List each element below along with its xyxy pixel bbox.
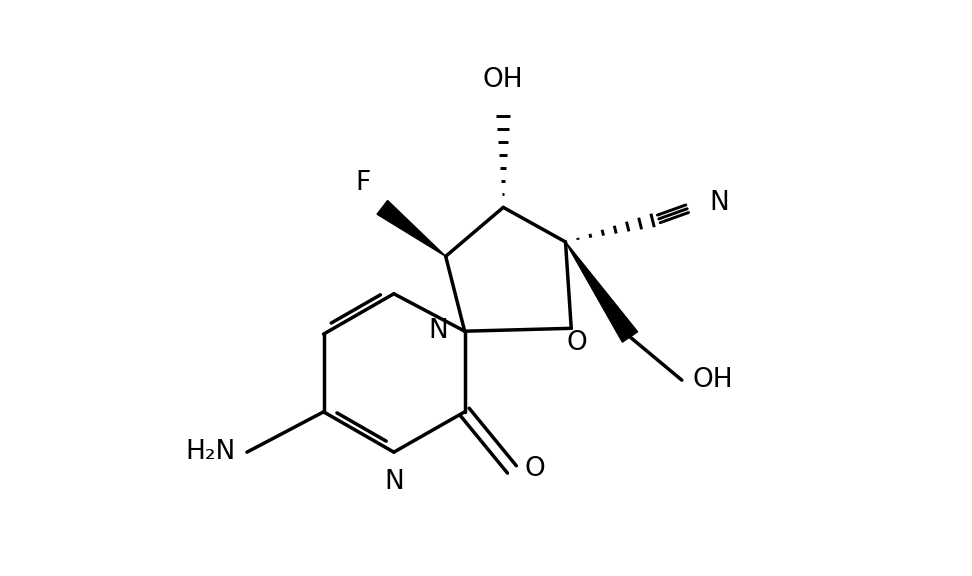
Text: OH: OH <box>692 367 733 393</box>
Text: O: O <box>525 456 545 483</box>
Text: N: N <box>710 190 729 217</box>
Polygon shape <box>377 200 446 256</box>
Text: F: F <box>356 170 370 196</box>
Text: N: N <box>429 318 448 344</box>
Polygon shape <box>566 242 638 342</box>
Text: OH: OH <box>483 67 524 93</box>
Text: O: O <box>567 329 587 356</box>
Text: H₂N: H₂N <box>186 439 235 465</box>
Text: N: N <box>384 469 403 495</box>
